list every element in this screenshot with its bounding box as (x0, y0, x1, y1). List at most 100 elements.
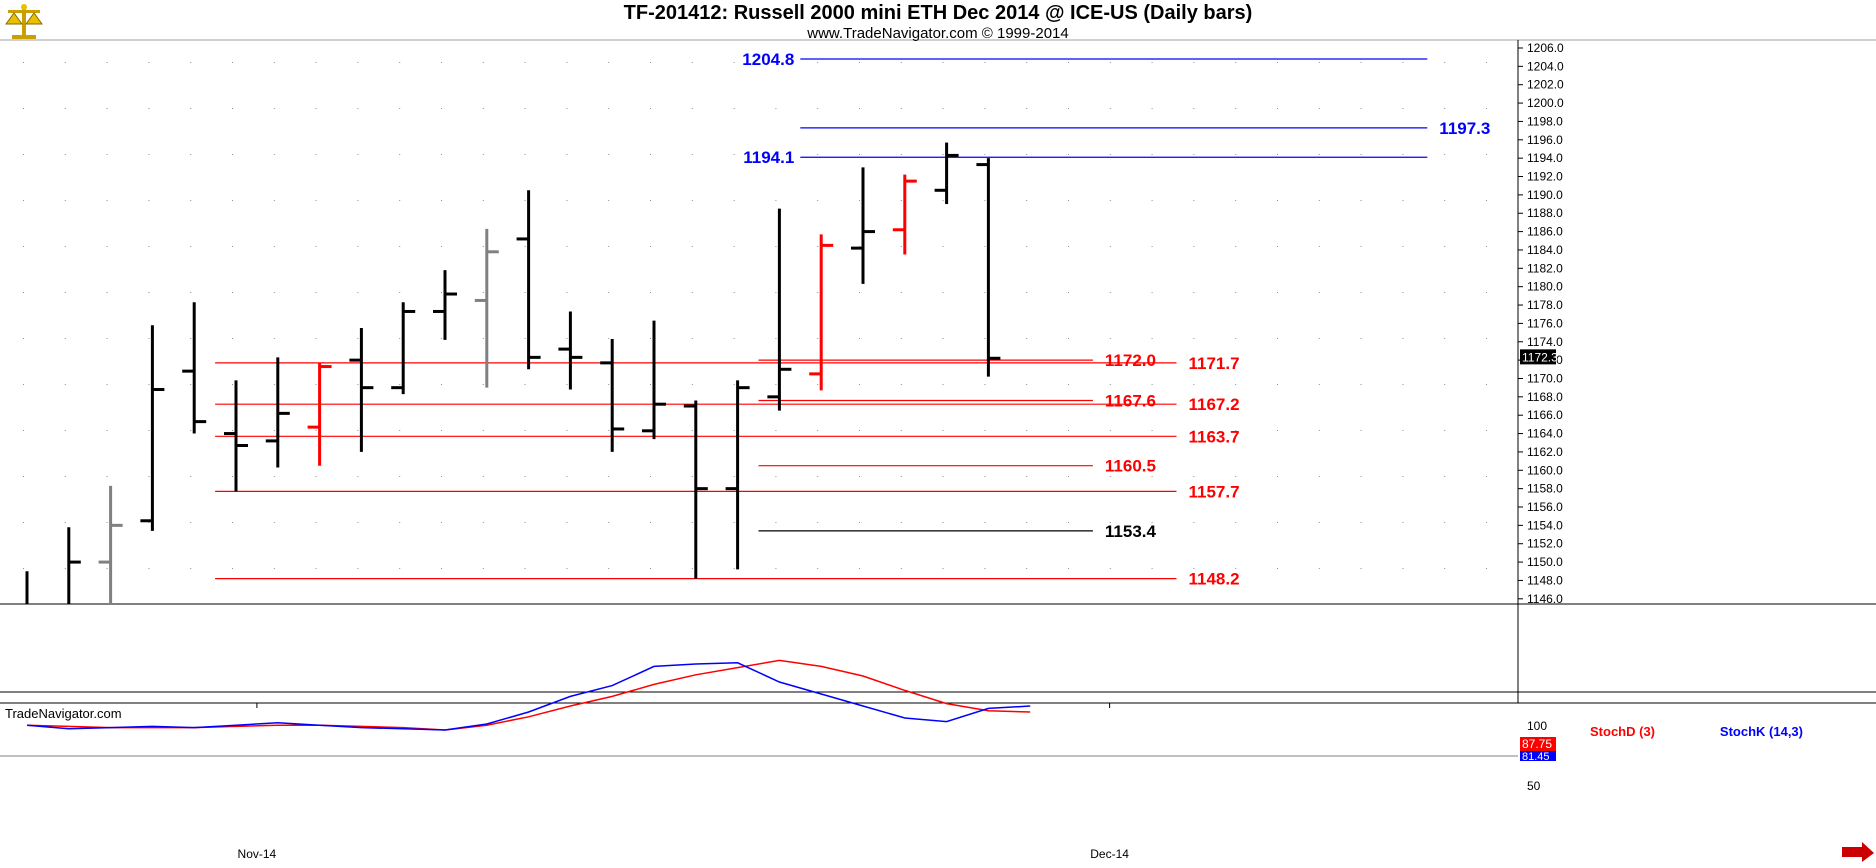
grid-dot (650, 338, 651, 339)
level-label: 1167.6 (1105, 392, 1156, 411)
grid-dot (942, 476, 944, 477)
grid-dot (1318, 154, 1320, 155)
grid-dot (859, 476, 860, 477)
grid-dot (608, 430, 610, 431)
grid-dot (900, 62, 902, 63)
grid-dot (608, 154, 610, 155)
grid-dot (984, 154, 986, 155)
grid-dot (482, 292, 484, 293)
grid-dot (1151, 430, 1153, 431)
grid-dot (315, 384, 317, 385)
scales-logo-icon (5, 4, 43, 39)
grid-dot (1109, 384, 1111, 385)
grid-dot (1360, 338, 1362, 339)
grid-dot (566, 200, 568, 201)
grid-dot (1109, 522, 1111, 523)
grid-dot (608, 200, 610, 201)
grid-dot (106, 338, 108, 339)
grid-dot (691, 108, 693, 109)
grid-dot (357, 568, 359, 569)
grid-dot (775, 154, 777, 155)
grid-dot (1235, 568, 1237, 569)
grid-dot (1444, 568, 1446, 569)
stochD-marker (1520, 737, 1556, 751)
chart-subtitle: www.TradeNavigator.com © 1999-2014 (807, 25, 1069, 42)
grid-dot (1402, 292, 1404, 293)
grid-dot (775, 568, 777, 569)
grid-dot (1109, 476, 1111, 477)
level-label: 1148.2 (1189, 570, 1240, 589)
grid-dot (64, 292, 66, 293)
grid-dot (1193, 246, 1195, 247)
grid-dot (273, 338, 275, 339)
grid-dot (482, 568, 484, 569)
stochK-marker (1520, 751, 1556, 761)
grid-dot (1360, 384, 1362, 385)
level-label: 1204.8 (742, 50, 794, 69)
grid-dot (482, 108, 484, 109)
grid-dot (733, 108, 735, 109)
grid-dot (1402, 568, 1404, 569)
grid-dot (1068, 476, 1069, 477)
stochK-marker-label: 81.45 (1522, 751, 1550, 763)
grid-dot (441, 338, 442, 339)
price-tick-label: 1178.0 (1527, 298, 1563, 312)
grid-dot (1360, 476, 1362, 477)
grid-dot (691, 246, 693, 247)
grid-dot (817, 108, 819, 109)
grid-dot (1068, 430, 1069, 431)
grid-dot (1277, 384, 1278, 385)
grid-dot (399, 522, 401, 523)
price-tick-label: 1184.0 (1527, 243, 1563, 257)
grid-dot (1444, 154, 1446, 155)
grid-dot (775, 200, 777, 201)
price-tick-label: 1148.0 (1527, 573, 1563, 587)
level-label: 1194.1 (743, 148, 794, 167)
grid-dot (1109, 292, 1111, 293)
grid-dot (315, 292, 317, 293)
grid-dot (399, 62, 401, 63)
grid-dot (399, 246, 401, 247)
grid-dot (1193, 108, 1195, 109)
grid-dot (357, 292, 359, 293)
grid-dot (1486, 430, 1487, 431)
grid-dot (64, 108, 66, 109)
grid-dot (817, 200, 819, 201)
grid-dot (1277, 292, 1278, 293)
grid-dot (23, 154, 24, 155)
grid-dot (1151, 522, 1153, 523)
grid-dot (315, 338, 317, 339)
grid-dot (482, 62, 484, 63)
grid-dot (775, 62, 777, 63)
grid-dot (1402, 522, 1404, 523)
price-tick-label: 1146.0 (1527, 592, 1563, 606)
grid-dot (23, 568, 24, 569)
level-label: 1160.5 (1105, 457, 1156, 476)
grid-dot (23, 522, 24, 523)
grid-dot (148, 522, 150, 523)
grid-dot (608, 338, 610, 339)
level-label: 1167.2 (1189, 395, 1240, 414)
grid-dot (1193, 338, 1195, 339)
grid-dot (608, 568, 610, 569)
grid-dot (441, 384, 442, 385)
grid-dot (148, 292, 150, 293)
grid-dot (482, 200, 484, 201)
grid-dot (900, 292, 902, 293)
grid-dot (1026, 384, 1028, 385)
grid-dot (775, 476, 777, 477)
grid-dot (357, 154, 359, 155)
grid-dot (148, 430, 150, 431)
grid-dot (984, 476, 986, 477)
grid-dot (1193, 384, 1195, 385)
grid-dot (232, 292, 233, 293)
grid-dot (1026, 338, 1028, 339)
grid-dot (608, 246, 610, 247)
grid-dot (1235, 476, 1237, 477)
grid-dot (566, 476, 568, 477)
grid-dot (190, 522, 192, 523)
price-tick-label: 1160.0 (1527, 463, 1563, 477)
grid-dot (524, 384, 526, 385)
grid-dot (1235, 338, 1237, 339)
